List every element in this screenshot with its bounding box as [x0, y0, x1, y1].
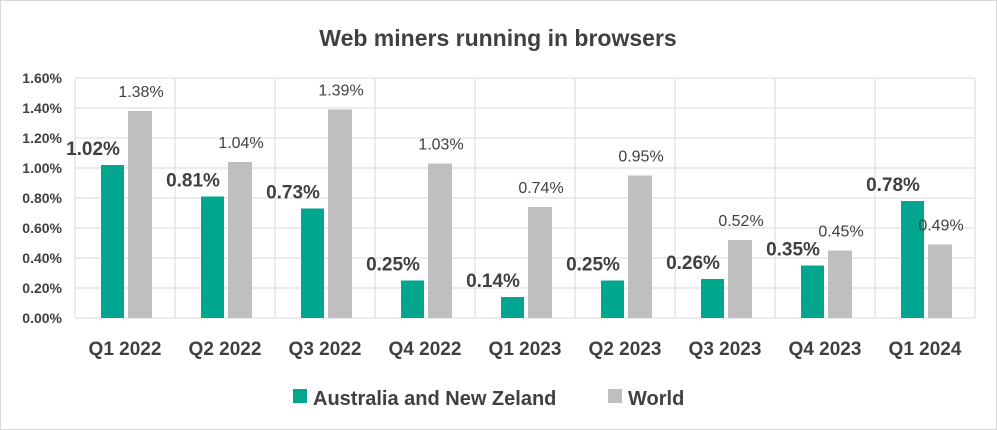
data-label-australia: 0.25% [366, 255, 420, 276]
data-label-world: 1.38% [118, 84, 163, 101]
x-tick-label: Q3 2022 [289, 339, 362, 360]
y-tick-label: 0.80% [22, 190, 62, 206]
bar-australia [401, 280, 424, 318]
y-tick-label: 1.00% [22, 160, 62, 176]
bar-australia [201, 196, 224, 318]
bar-world [728, 240, 752, 318]
data-label-world: 0.74% [518, 180, 563, 197]
y-tick-label: 0.40% [22, 250, 62, 266]
legend-swatch-world [608, 389, 622, 403]
bar-world [628, 175, 652, 318]
x-tick-label: Q2 2023 [589, 339, 662, 360]
bar-australia [601, 280, 624, 318]
legend-label-world: World [628, 388, 684, 410]
data-label-australia: 0.81% [166, 171, 220, 192]
data-label-world: 0.49% [918, 218, 963, 235]
bar-australia [801, 265, 824, 318]
legend-label-australia: Australia and New Zeland [313, 388, 556, 410]
x-tick-label: Q4 2023 [789, 339, 862, 360]
y-tick-label: 0.60% [22, 220, 62, 236]
data-label-australia: 0.14% [466, 271, 520, 292]
bar-world [828, 250, 852, 318]
bar-australia [901, 201, 924, 318]
gridlines [74, 77, 976, 319]
data-label-australia: 0.78% [866, 175, 920, 196]
data-label-australia: 0.25% [566, 255, 620, 276]
bar-australia [701, 279, 724, 318]
data-label-world: 0.95% [618, 149, 663, 166]
y-tick-label: 1.20% [22, 130, 62, 146]
legend: Australia and New Zeland World [293, 388, 684, 410]
x-tick-label: Q1 2024 [889, 339, 962, 360]
data-label-world: 1.03% [418, 137, 463, 154]
y-tick-label: 1.40% [22, 100, 62, 116]
data-label-world: 0.45% [818, 224, 863, 241]
data-label-australia: 1.02% [66, 139, 120, 160]
bar-australia [101, 165, 124, 318]
data-labels: 1.02% 1.38% 0.81% 1.04% 0.73% 1.39% 0.25% 1.03%… [66, 83, 964, 293]
bar-world [228, 162, 252, 318]
y-tick-label: 0.20% [22, 280, 62, 296]
y-tick-label: 0.00% [22, 310, 62, 326]
x-tick-label: Q3 2023 [689, 339, 762, 360]
data-label-world: 1.04% [218, 135, 263, 152]
x-tick-label: Q1 2023 [489, 339, 562, 360]
data-label-australia: 0.26% [666, 253, 720, 274]
y-tick-label: 1.60% [22, 70, 62, 86]
bar-world [528, 207, 552, 318]
bar-world [928, 244, 952, 318]
bar-australia [301, 208, 324, 318]
x-tick-label: Q2 2022 [189, 339, 262, 360]
x-axis: Q1 2022 Q2 2022 Q3 2022 Q4 2022 Q1 2023 Q2 20… [89, 339, 962, 360]
bar-world [428, 163, 452, 318]
chart-title: Web miners running in browsers [319, 25, 676, 51]
data-label-world: 1.39% [318, 83, 363, 100]
bar-australia [501, 297, 524, 318]
legend-swatch-australia [293, 389, 307, 403]
data-label-australia: 0.35% [766, 240, 820, 261]
bars [101, 109, 952, 318]
x-tick-label: Q1 2022 [89, 339, 162, 360]
data-label-australia: 0.73% [266, 183, 320, 204]
data-label-world: 0.52% [718, 213, 763, 230]
y-axis: 0.00% 0.20% 0.40% 0.60% 0.80% 1.00% 1.20% 1.40%… [22, 70, 62, 326]
bar-world [328, 109, 352, 318]
x-tick-label: Q4 2022 [389, 339, 462, 360]
bar-world [128, 111, 152, 318]
